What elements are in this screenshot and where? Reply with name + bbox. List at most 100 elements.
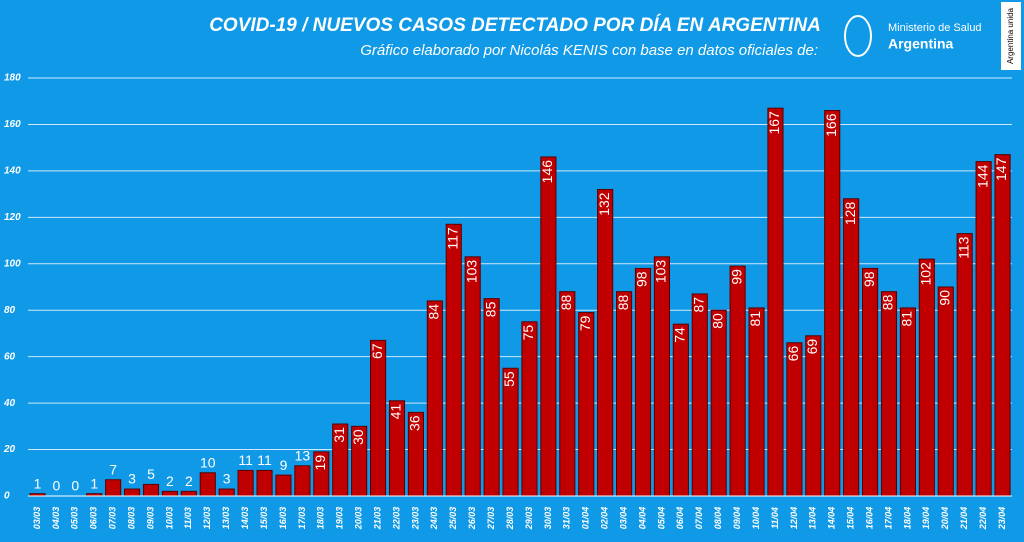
x-tick-label: 09/03 xyxy=(145,507,155,530)
value-label: 75 xyxy=(520,325,536,341)
bar xyxy=(748,307,765,497)
x-tick-label: 13/04 xyxy=(808,507,818,530)
x-tick-label: 08/03 xyxy=(126,507,136,530)
x-tick-label: 10/04 xyxy=(751,507,761,530)
x-tick-label: 25/03 xyxy=(448,507,458,531)
x-tick-label: 06/04 xyxy=(675,507,685,530)
value-label: 147 xyxy=(993,157,1009,181)
value-label: 102 xyxy=(918,262,934,286)
x-tick-label: 13/03 xyxy=(221,507,231,530)
bar xyxy=(180,490,197,497)
x-tick-label: 20/04 xyxy=(940,507,950,531)
value-label: 66 xyxy=(785,346,801,362)
y-tick-label: 40 xyxy=(3,398,16,409)
value-label: 2 xyxy=(185,473,193,489)
x-tick-label: 03/04 xyxy=(618,507,628,530)
value-label: 11 xyxy=(257,452,272,468)
x-tick-label: 04/03 xyxy=(51,507,61,530)
x-tick-label: 23/03 xyxy=(410,507,420,531)
bar xyxy=(521,321,538,497)
bar xyxy=(880,291,898,497)
value-label: 79 xyxy=(577,315,593,331)
bar xyxy=(161,490,178,497)
chart-title: COVID-19 / NUEVOS CASOS DETECTADO POR DÍ… xyxy=(209,14,821,36)
x-tick-label: 24/03 xyxy=(429,507,439,531)
bar xyxy=(559,291,576,497)
x-tick-label: 21/04 xyxy=(959,507,969,531)
value-label: 81 xyxy=(899,311,915,327)
value-label: 84 xyxy=(426,304,442,320)
value-label: 3 xyxy=(128,471,136,487)
bar xyxy=(767,107,784,497)
bar xyxy=(275,474,292,497)
x-tick-label: 02/04 xyxy=(600,507,610,530)
y-tick-label: 60 xyxy=(4,351,16,362)
chart-subtitle: Gráfico elaborado por Nicolás KENIS con … xyxy=(360,42,818,59)
x-tick-label: 04/04 xyxy=(637,507,647,530)
bar xyxy=(464,256,481,497)
x-tick-label: 19/03 xyxy=(335,507,345,530)
value-label: 0 xyxy=(71,478,79,494)
value-label: 13 xyxy=(295,448,311,464)
value-label: 88 xyxy=(615,294,631,310)
value-label: 1 xyxy=(90,475,98,491)
value-label: 99 xyxy=(728,269,744,285)
bar xyxy=(237,469,254,497)
value-label: 31 xyxy=(331,427,347,443)
value-label: 36 xyxy=(407,415,423,431)
x-tick-label: 07/03 xyxy=(108,507,118,530)
bar xyxy=(445,223,462,497)
x-tick-label: 18/03 xyxy=(316,507,326,530)
x-tick-label: 05/04 xyxy=(656,507,666,530)
x-tick-label: 22/04 xyxy=(978,507,988,531)
bar xyxy=(256,469,273,497)
bar xyxy=(370,339,387,497)
bar xyxy=(994,154,1011,497)
bar xyxy=(597,188,614,497)
bar xyxy=(483,298,500,497)
value-label: 81 xyxy=(747,311,763,327)
x-tick-label: 17/04 xyxy=(883,507,893,530)
bar xyxy=(540,156,557,497)
x-tick-label: 09/04 xyxy=(732,507,742,530)
bar xyxy=(975,161,992,497)
value-label: 103 xyxy=(653,260,669,284)
bar xyxy=(710,309,727,497)
bar xyxy=(786,342,803,497)
logo-country: Argentina xyxy=(888,36,954,52)
value-label: 166 xyxy=(823,113,839,137)
value-label: 19 xyxy=(312,455,328,471)
value-label: 88 xyxy=(558,294,574,310)
value-label: 87 xyxy=(690,297,706,313)
bar xyxy=(294,465,311,497)
value-label: 80 xyxy=(709,313,725,329)
x-tick-label: 18/04 xyxy=(902,507,912,530)
value-label: 3 xyxy=(223,471,231,487)
x-tick-label: 03/03 xyxy=(32,507,42,530)
value-label: 146 xyxy=(539,160,555,184)
value-label: 30 xyxy=(350,429,366,445)
x-tick-label: 12/03 xyxy=(202,507,212,530)
y-tick-label: 160 xyxy=(4,119,21,130)
value-label: 88 xyxy=(880,294,896,310)
value-label: 103 xyxy=(463,260,479,284)
x-tick-label: 26/03 xyxy=(467,507,477,531)
value-label: 98 xyxy=(861,271,877,287)
value-label: 5 xyxy=(147,466,155,482)
bar xyxy=(616,291,633,497)
value-label: 132 xyxy=(596,192,612,216)
value-label: 9 xyxy=(280,457,288,473)
value-label: 0 xyxy=(52,478,60,494)
value-label: 2 xyxy=(166,473,174,489)
x-tick-label: 10/03 xyxy=(164,507,174,530)
x-tick-label: 29/03 xyxy=(524,507,534,531)
y-tick-label: 180 xyxy=(4,73,21,84)
y-tick-label: 140 xyxy=(4,166,21,177)
x-tick-label: 27/03 xyxy=(486,507,496,531)
bar xyxy=(124,488,141,497)
x-tick-label: 11/03 xyxy=(183,507,193,529)
x-tick-label: 22/03 xyxy=(391,507,401,531)
y-tick-label: 80 xyxy=(4,305,16,316)
value-label: 167 xyxy=(766,111,782,135)
